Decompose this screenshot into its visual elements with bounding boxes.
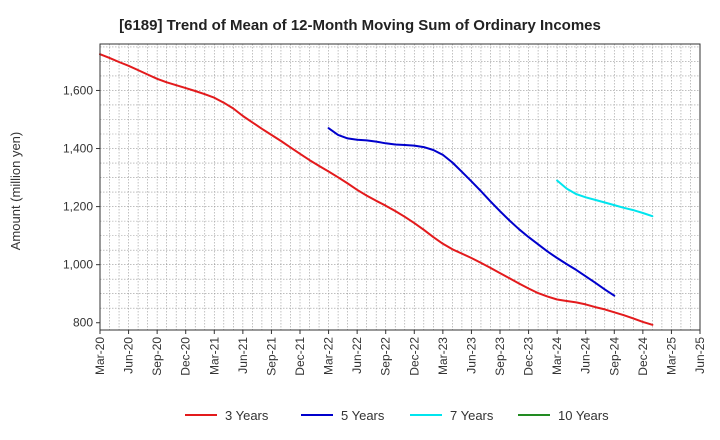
y-tick-label: 800: [73, 316, 93, 330]
x-tick-label: Dec-20: [179, 337, 193, 376]
x-tick-label: Sep-20: [150, 337, 164, 376]
x-tick-label: Jun-22: [350, 337, 364, 374]
series-layer: [99, 53, 654, 326]
legend-label: 5 Years: [341, 408, 385, 423]
x-tick-label: Sep-24: [607, 337, 621, 376]
x-tick-label: Mar-25: [664, 337, 678, 375]
series-line-3-years: [99, 53, 654, 326]
y-axis-label: Amount (million yen): [8, 132, 23, 251]
x-tick-label: Mar-22: [322, 337, 336, 375]
legend-label: 7 Years: [450, 408, 494, 423]
x-tick-label: Jun-23: [464, 337, 478, 374]
x-tick-label: Sep-23: [493, 337, 507, 376]
x-tick-label: Jun-25: [693, 337, 707, 374]
x-ticks: Mar-20 Jun-20 Sep-20 Dec-20 Mar-21 Jun-21 Sep-…: [93, 330, 707, 376]
x-tick-label: Mar-23: [436, 337, 450, 375]
x-tick-label: Jun-24: [579, 337, 593, 374]
x-tick-label: Mar-20: [93, 337, 107, 375]
y-tick-label: 1,000: [63, 258, 93, 272]
x-tick-label: Dec-21: [293, 337, 307, 376]
series-line-7-years: [556, 179, 654, 218]
x-tick-label: Jun-20: [122, 337, 136, 374]
plot-frame: [99, 43, 701, 331]
x-tick-label: Dec-23: [522, 337, 536, 376]
x-tick-label: Sep-22: [379, 337, 393, 376]
legend-label: 3 Years: [225, 408, 269, 423]
legend: 3 Years 5 Years 7 Years 10 Years: [185, 408, 609, 423]
chart-title: [6189] Trend of Mean of 12-Month Moving …: [119, 17, 601, 34]
x-tick-label: Sep-21: [264, 337, 278, 376]
x-tick-label: Jun-21: [236, 337, 250, 374]
x-tick-label: Mar-24: [550, 337, 564, 375]
grid: [100, 44, 700, 330]
x-tick-label: Mar-21: [207, 337, 221, 375]
x-tick-label: Dec-22: [407, 337, 421, 376]
y-ticks: 800 1,000 1,200 1,400 1,600: [63, 83, 100, 330]
y-tick-label: 1,600: [63, 83, 93, 97]
series-line-5-years: [327, 127, 616, 297]
x-tick-label: Dec-24: [636, 337, 650, 376]
y-tick-label: 1,400: [63, 142, 93, 156]
legend-label: 10 Years: [558, 408, 609, 423]
y-tick-label: 1,200: [63, 200, 93, 214]
